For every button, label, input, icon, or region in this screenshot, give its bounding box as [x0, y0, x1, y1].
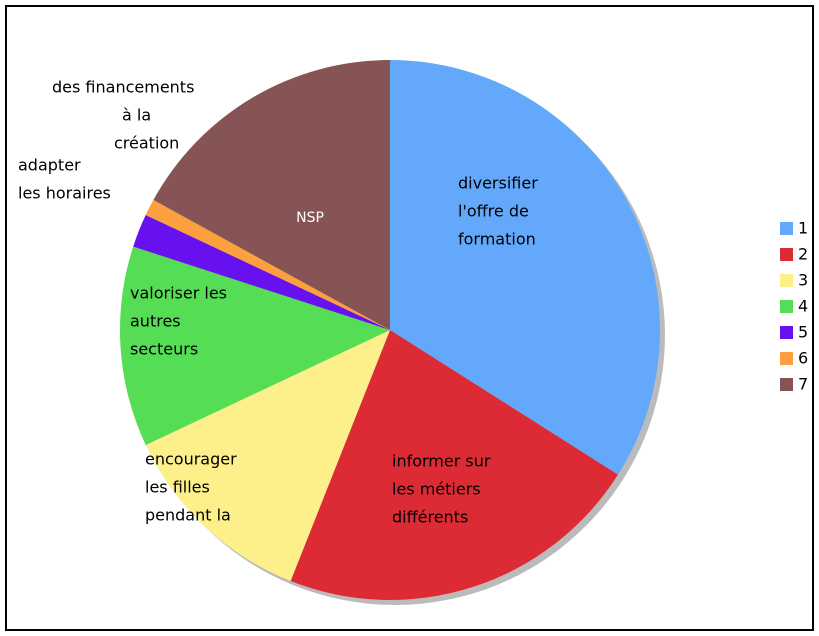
- legend-label: 1: [798, 219, 808, 238]
- legend-swatch: [780, 300, 793, 313]
- legend-swatch: [780, 326, 793, 339]
- slice-label: formation: [458, 230, 536, 249]
- pie-slice: [145, 330, 390, 582]
- legend-label: 5: [798, 323, 808, 342]
- legend-label: 6: [798, 349, 808, 368]
- legend-swatch: [780, 248, 793, 261]
- slice-label: les filles: [145, 478, 210, 497]
- legend-label: 7: [798, 375, 808, 394]
- legend-label: 4: [798, 297, 808, 316]
- slice-label: secteurs: [130, 340, 198, 359]
- slice-label: les métiers: [392, 480, 481, 499]
- slice-label: valoriser les: [130, 284, 227, 303]
- slice-label: différents: [392, 508, 468, 527]
- slice-label: adapter: [18, 156, 81, 175]
- legend-label: 3: [798, 271, 808, 290]
- slice-label: création: [114, 134, 179, 153]
- slice-label: informer sur: [392, 452, 491, 471]
- pie-slice: [133, 215, 391, 330]
- legend-swatch: [780, 274, 793, 287]
- legend-swatch: [780, 378, 793, 391]
- slice-label: NSP: [296, 210, 324, 226]
- slice-label: diversifier: [458, 174, 538, 193]
- pie-slice: [119, 246, 390, 445]
- legend-swatch: [780, 222, 793, 235]
- slice-label: à la: [122, 106, 151, 125]
- pie-slice: [390, 60, 660, 475]
- slice-label: les horaires: [18, 184, 111, 203]
- slice-label: autres: [130, 312, 181, 331]
- pie-slice: [153, 60, 390, 330]
- slice-label: des financements: [52, 78, 194, 97]
- legend-label: 2: [798, 245, 808, 264]
- pie-slice: [145, 199, 390, 330]
- slice-label: pendant la: [145, 506, 231, 525]
- legend-swatch: [780, 352, 793, 365]
- slice-label: encourager: [145, 450, 237, 469]
- slice-label: l'offre de: [458, 202, 529, 221]
- pie-slice: [290, 330, 618, 600]
